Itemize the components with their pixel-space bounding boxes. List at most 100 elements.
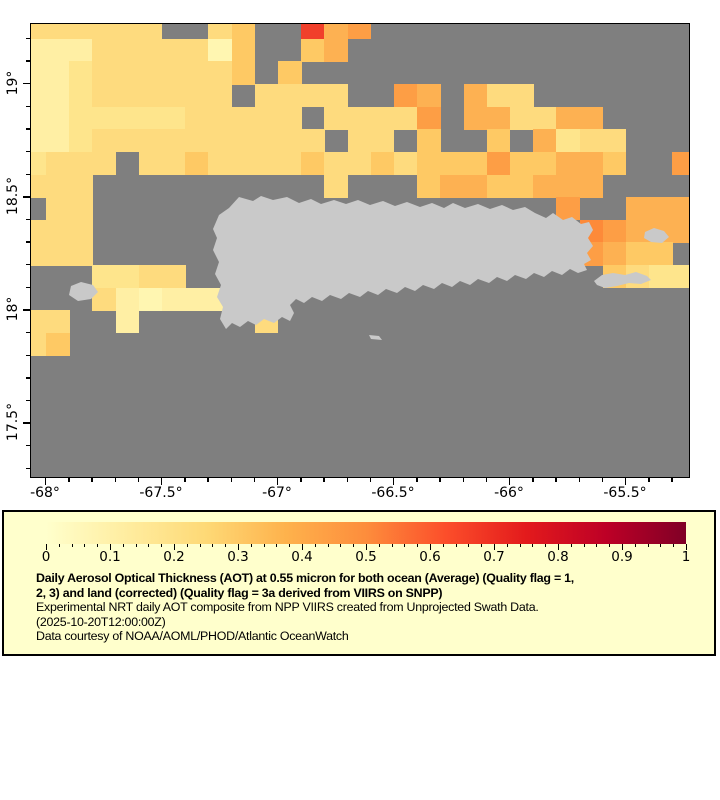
colorbar-minor-tick: [404, 544, 406, 547]
aot-grid-cell: [347, 151, 372, 176]
aot-grid-cell: [69, 197, 93, 221]
aot-grid-cell: [394, 84, 418, 108]
caption-subtitle: Experimental NRT daily AOT composite fro…: [36, 600, 539, 614]
colorbar-minor-tick: [442, 544, 444, 547]
aot-grid-cell: [162, 106, 186, 130]
x-axis-major-tick: [625, 478, 627, 485]
aot-grid-cell: [579, 174, 604, 198]
aot-grid-cell: [115, 265, 140, 289]
aot-grid-cell: [138, 106, 163, 130]
aot-grid-cell: [301, 151, 325, 176]
colorbar-minor-tick: [660, 544, 662, 547]
x-axis-minor-tick: [601, 478, 604, 482]
colorbar-minor-tick: [71, 544, 73, 547]
aot-grid-cell: [649, 197, 673, 221]
aot-grid-cell: [278, 84, 302, 108]
aot-grid-cell: [649, 265, 673, 289]
aot-grid-cell: [602, 151, 627, 176]
x-axis-minor-tick: [485, 478, 488, 482]
land-layer: [69, 196, 669, 340]
aot-grid-cell: [46, 219, 70, 243]
colorbar-tick-label: 0.1: [99, 549, 121, 565]
aot-grid-cell: [417, 151, 441, 176]
aot-grid-cell: [370, 151, 395, 176]
aot-grid-cell: [69, 38, 93, 62]
aot-grid-cell: [69, 242, 93, 266]
x-axis-minor-tick: [369, 478, 372, 482]
aot-grid-cell: [31, 174, 47, 198]
aot-grid-cell: [162, 129, 186, 153]
aot-grid-cell: [417, 106, 441, 130]
colorbar-major-tick: [686, 544, 687, 550]
x-axis-minor-tick: [578, 478, 580, 482]
aot-grid-cell: [46, 174, 70, 198]
aot-grid-cell: [115, 129, 140, 153]
colorbar-major-tick: [302, 544, 303, 550]
aot-grid-cell: [672, 197, 689, 221]
colorbar-minor-tick: [212, 544, 214, 547]
x-axis-minor-tick: [555, 478, 557, 482]
aot-grid-cell: [31, 219, 47, 243]
colorbar-minor-tick: [468, 544, 470, 547]
aot-grid-cell: [92, 24, 117, 40]
aot-grid-cell: [347, 24, 372, 40]
aot-grid-cell: [579, 151, 604, 176]
aot-grid-cell: [324, 38, 349, 62]
aot-grid-cell: [602, 129, 627, 153]
aot-grid-cell: [278, 106, 302, 130]
caption-title-line1: Daily Aerosol Optical Thickness (AOT) at…: [36, 571, 574, 585]
aot-grid-cell: [254, 151, 279, 176]
island-vieques: [594, 272, 651, 288]
aot-grid-cell: [278, 129, 302, 153]
aot-grid-cell: [46, 129, 70, 153]
aot-grid-cell: [231, 151, 256, 176]
colorbar-gradient: [46, 522, 686, 544]
y-axis-minor-tick: [26, 445, 30, 447]
aot-grid-cell: [69, 219, 93, 243]
x-axis-minor-tick: [230, 478, 232, 482]
aot-grid-cell: [324, 106, 349, 130]
colorbar-minor-tick: [225, 544, 227, 547]
aot-grid-cell: [185, 84, 209, 108]
colorbar-minor-tick: [647, 544, 649, 547]
colorbar-minor-tick: [634, 544, 636, 547]
aot-grid-cell: [69, 106, 93, 130]
colorbar-major-tick: [46, 544, 47, 550]
aot-grid-cell: [138, 287, 163, 311]
colorbar-minor-tick: [340, 544, 342, 547]
colorbar-major-tick: [174, 544, 175, 550]
x-axis-minor-tick: [184, 478, 186, 482]
aot-grid-cell: [92, 106, 117, 130]
aot-grid-cell: [69, 84, 93, 108]
aot-grid-cell: [115, 84, 140, 108]
aot-grid-cell: [463, 106, 488, 130]
aot-grid-cell: [254, 84, 279, 108]
aot-grid-cell: [672, 151, 689, 176]
colorbar-tick-label: 0.8: [547, 549, 569, 565]
colorbar-major-tick: [430, 544, 431, 550]
aot-grid-cell: [115, 24, 140, 40]
aot-grid-cell: [162, 287, 186, 311]
colorbar-tick-label: 0.6: [419, 549, 441, 565]
aot-grid-cell: [556, 106, 581, 130]
aot-grid-cell: [208, 61, 233, 85]
aot-grid-cell: [46, 106, 70, 130]
y-axis-minor-tick: [26, 173, 30, 175]
colorbar-minor-tick: [506, 544, 508, 547]
aot-grid-cell: [602, 242, 627, 266]
aot-grid-cell: [231, 106, 256, 130]
y-axis-tick-label: 17.5°: [5, 403, 21, 442]
aot-grid-cell: [231, 38, 256, 62]
x-axis-minor-tick: [532, 478, 534, 482]
aot-grid-cell: [533, 151, 557, 176]
aot-grid-cell: [31, 129, 47, 153]
colorbar-minor-tick: [186, 544, 188, 547]
colorbar-minor-tick: [289, 544, 291, 547]
x-axis-minor-tick: [137, 478, 140, 482]
y-axis-minor-tick: [26, 354, 30, 356]
aot-grid-cell: [92, 84, 117, 108]
aot-grid-cell: [115, 287, 140, 311]
x-axis-tick-label: -67.5°: [139, 485, 183, 501]
colorbar-minor-tick: [519, 544, 521, 547]
aot-grid-cell: [92, 287, 117, 311]
